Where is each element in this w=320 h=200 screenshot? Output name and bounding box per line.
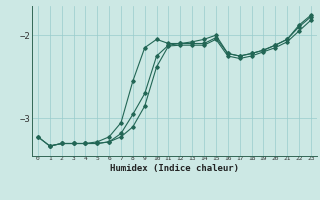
X-axis label: Humidex (Indice chaleur): Humidex (Indice chaleur) — [110, 164, 239, 173]
